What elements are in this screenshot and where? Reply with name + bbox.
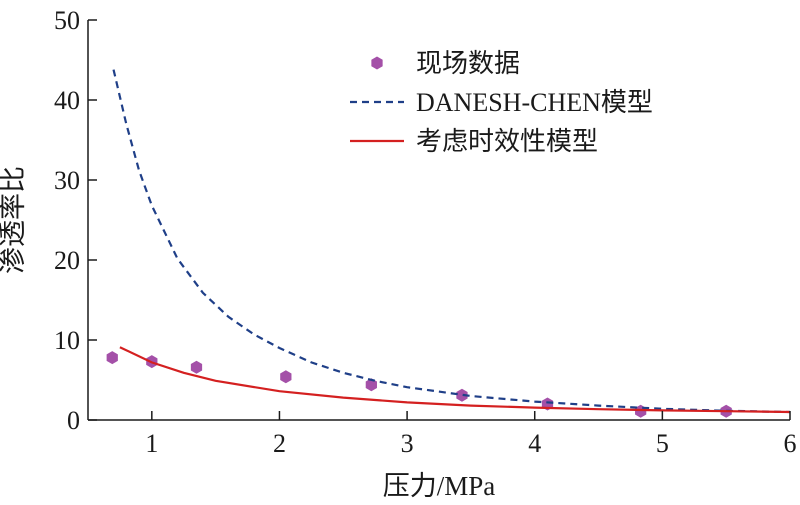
data-point [106, 351, 118, 365]
x-tick-label: 6 [784, 429, 797, 458]
data-point [456, 388, 468, 402]
legend-label-1: DANESH-CHEN模型 [416, 88, 653, 117]
y-tick-label: 20 [54, 246, 80, 275]
y-axis-title: 渗透率比 [0, 166, 28, 274]
series-line-2 [119, 346, 791, 414]
x-tick-label: 1 [145, 429, 158, 458]
y-tick-label: 10 [54, 326, 80, 355]
series-line-1 [112, 69, 791, 414]
y-tick-label: 0 [67, 406, 80, 435]
legend-label-0: 现场数据 [416, 49, 520, 78]
data-point [190, 360, 203, 374]
x-tick-label: 4 [528, 429, 541, 458]
x-tick-label: 5 [656, 429, 669, 458]
y-tick-label: 50 [54, 6, 80, 35]
ticks-layer: 1 2 3 4 5 6 0 10 20 30 40 50 [54, 6, 797, 458]
y-tick-label: 40 [54, 86, 80, 115]
legend-swatch-0 [371, 56, 383, 70]
legend-label-2: 考虑时效性模型 [416, 127, 598, 156]
x-axis-title: 压力/MPa [383, 471, 496, 501]
x-tick-label: 2 [273, 429, 286, 458]
axes-layer [87, 20, 790, 421]
y-tick-label: 30 [54, 166, 80, 195]
series-layer [106, 69, 791, 418]
x-tick-label: 3 [401, 429, 414, 458]
data-point [280, 370, 292, 384]
